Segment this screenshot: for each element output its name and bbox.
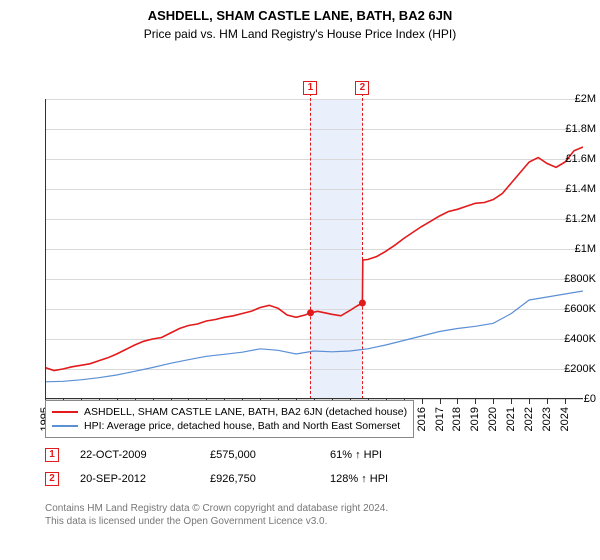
sale-row-badge: 1: [45, 448, 59, 462]
sale-price: £926,750: [210, 473, 256, 485]
sale-date: 20-SEP-2012: [80, 473, 146, 485]
legend-item: ASHDELL, SHAM CASTLE LANE, BATH, BA2 6JN…: [52, 405, 407, 419]
x-tick-label: 2019: [469, 407, 481, 431]
y-tick-label: £1M: [555, 243, 596, 255]
y-tick-label: £1.6M: [555, 153, 596, 165]
x-tick-label: 2024: [559, 407, 571, 431]
sale-row: 2 20-SEP-2012 £926,750 128% ↑ HPI: [0, 472, 600, 486]
legend-swatch: [52, 425, 78, 427]
y-tick-label: £2M: [555, 93, 596, 105]
x-tick-label: 2020: [487, 407, 499, 431]
legend: ASHDELL, SHAM CASTLE LANE, BATH, BA2 6JN…: [45, 400, 414, 438]
footer-line: This data is licensed under the Open Gov…: [45, 515, 388, 528]
x-tick: [457, 399, 458, 404]
y-tick-label: £0: [555, 393, 596, 405]
y-tick-label: £1.2M: [555, 213, 596, 225]
x-tick: [547, 399, 548, 404]
chart-subtitle: Price paid vs. HM Land Registry's House …: [0, 23, 600, 47]
x-tick-label: 2018: [451, 407, 463, 431]
legend-item: HPI: Average price, detached house, Bath…: [52, 419, 407, 433]
legend-swatch: [52, 411, 78, 413]
series-line: [45, 147, 583, 371]
x-tick: [475, 399, 476, 404]
sale-date: 22-OCT-2009: [80, 449, 147, 461]
y-tick-label: £1.8M: [555, 123, 596, 135]
x-tick-label: 2016: [416, 407, 428, 431]
y-tick-label: £400K: [555, 333, 596, 345]
x-tick-label: 2021: [505, 407, 517, 431]
x-tick: [422, 399, 423, 404]
y-tick-label: £1.4M: [555, 183, 596, 195]
footer-line: Contains HM Land Registry data © Crown c…: [45, 502, 388, 515]
sale-row: 1 22-OCT-2009 £575,000 61% ↑ HPI: [0, 448, 600, 462]
sale-row-badge: 2: [45, 472, 59, 486]
y-tick-label: £800K: [555, 273, 596, 285]
chart-title: ASHDELL, SHAM CASTLE LANE, BATH, BA2 6JN: [0, 0, 600, 23]
x-tick: [511, 399, 512, 404]
legend-label: HPI: Average price, detached house, Bath…: [84, 420, 400, 432]
x-tick-label: 2017: [434, 407, 446, 431]
sale-pct-vs-hpi: 61% ↑ HPI: [330, 449, 382, 461]
x-tick-label: 2023: [541, 407, 553, 431]
x-tick: [440, 399, 441, 404]
footer-attribution: Contains HM Land Registry data © Crown c…: [45, 502, 388, 528]
sale-point-dot: [307, 309, 314, 316]
y-tick-label: £200K: [555, 363, 596, 375]
y-tick-label: £600K: [555, 303, 596, 315]
x-tick-label: 2022: [523, 407, 535, 431]
sale-pct-vs-hpi: 128% ↑ HPI: [330, 473, 388, 485]
series-line: [45, 291, 583, 382]
x-tick: [493, 399, 494, 404]
sale-marker-badge: 2: [355, 81, 369, 95]
sale-price: £575,000: [210, 449, 256, 461]
sale-marker-badge: 1: [303, 81, 317, 95]
series-layer: [45, 99, 583, 399]
legend-label: ASHDELL, SHAM CASTLE LANE, BATH, BA2 6JN…: [84, 406, 407, 418]
plot-area: [45, 99, 583, 399]
x-tick: [529, 399, 530, 404]
sale-point-dot: [359, 300, 366, 307]
